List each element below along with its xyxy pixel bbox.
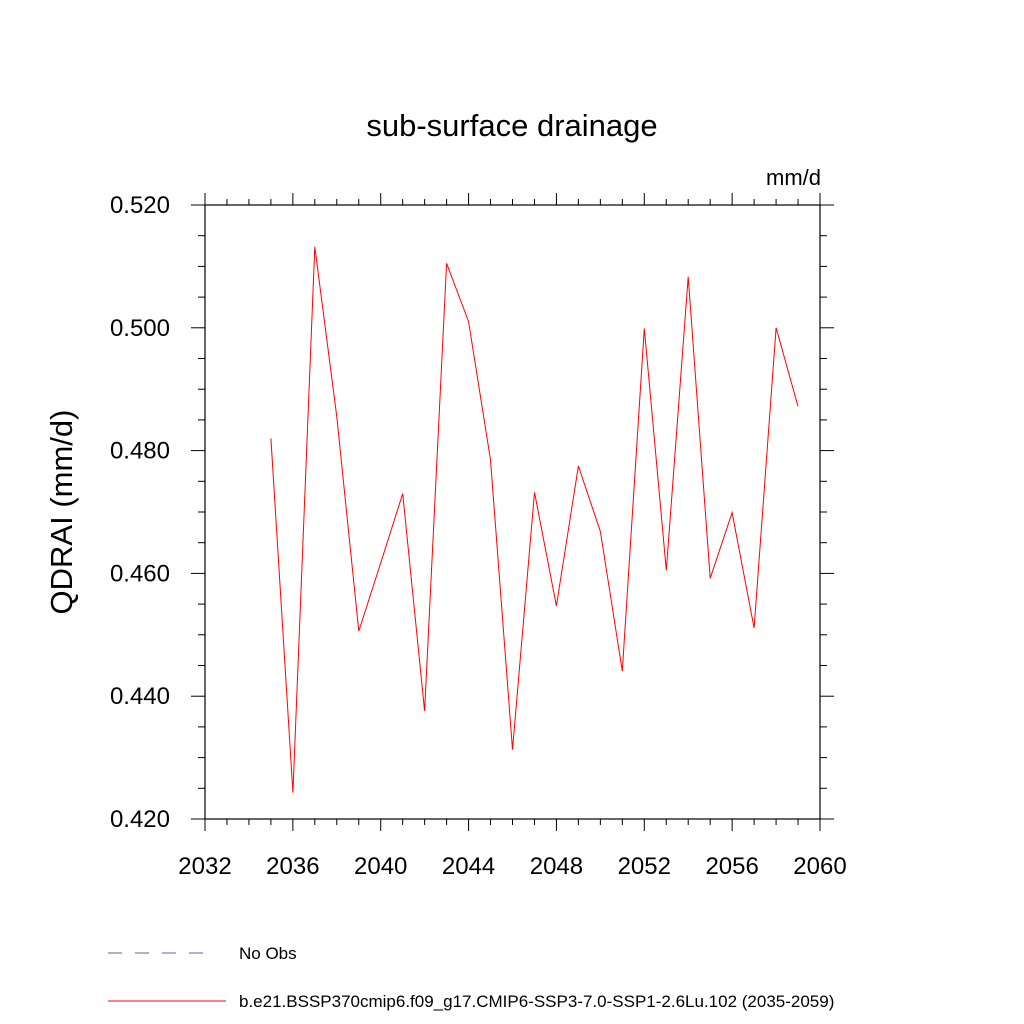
x-tick-label: 2036 [266, 853, 319, 880]
plot-frame [204, 204, 821, 820]
x-tick-label: 2032 [178, 853, 231, 880]
y-tick-label: 0.440 [110, 683, 170, 710]
axis-ticks [191, 193, 834, 831]
legend-label-model: b.e21.BSSP370cmip6.f09_g17.CMIP6-SSP3-7.… [239, 992, 834, 1011]
series-line-0 [270, 246, 799, 793]
x-tick-label: 2052 [618, 853, 671, 880]
x-tick-label: 2044 [442, 853, 495, 880]
x-tick-label: 2060 [793, 853, 846, 880]
y-tick-label: 0.520 [110, 192, 170, 219]
x-tick-label: 2056 [705, 853, 758, 880]
units-label: mm/d [766, 165, 821, 190]
y-tick-label: 0.420 [110, 806, 170, 833]
y-tick-label: 0.500 [110, 315, 170, 342]
y-axis-label: QDRAI (mm/d) [44, 410, 79, 615]
legend-label-obs: No Obs [239, 944, 297, 963]
x-tick-label: 2048 [530, 853, 583, 880]
y-tick-label: 0.460 [110, 560, 170, 587]
series-layer [270, 246, 799, 793]
tick-labels: 2032 2036 2040 2044 2048 2052 2056 2060 0.420 0.4… [110, 192, 847, 880]
chart-title: sub-surface drainage [366, 108, 657, 143]
x-tick-label: 2040 [354, 853, 407, 880]
y-tick-label: 0.480 [110, 438, 170, 465]
